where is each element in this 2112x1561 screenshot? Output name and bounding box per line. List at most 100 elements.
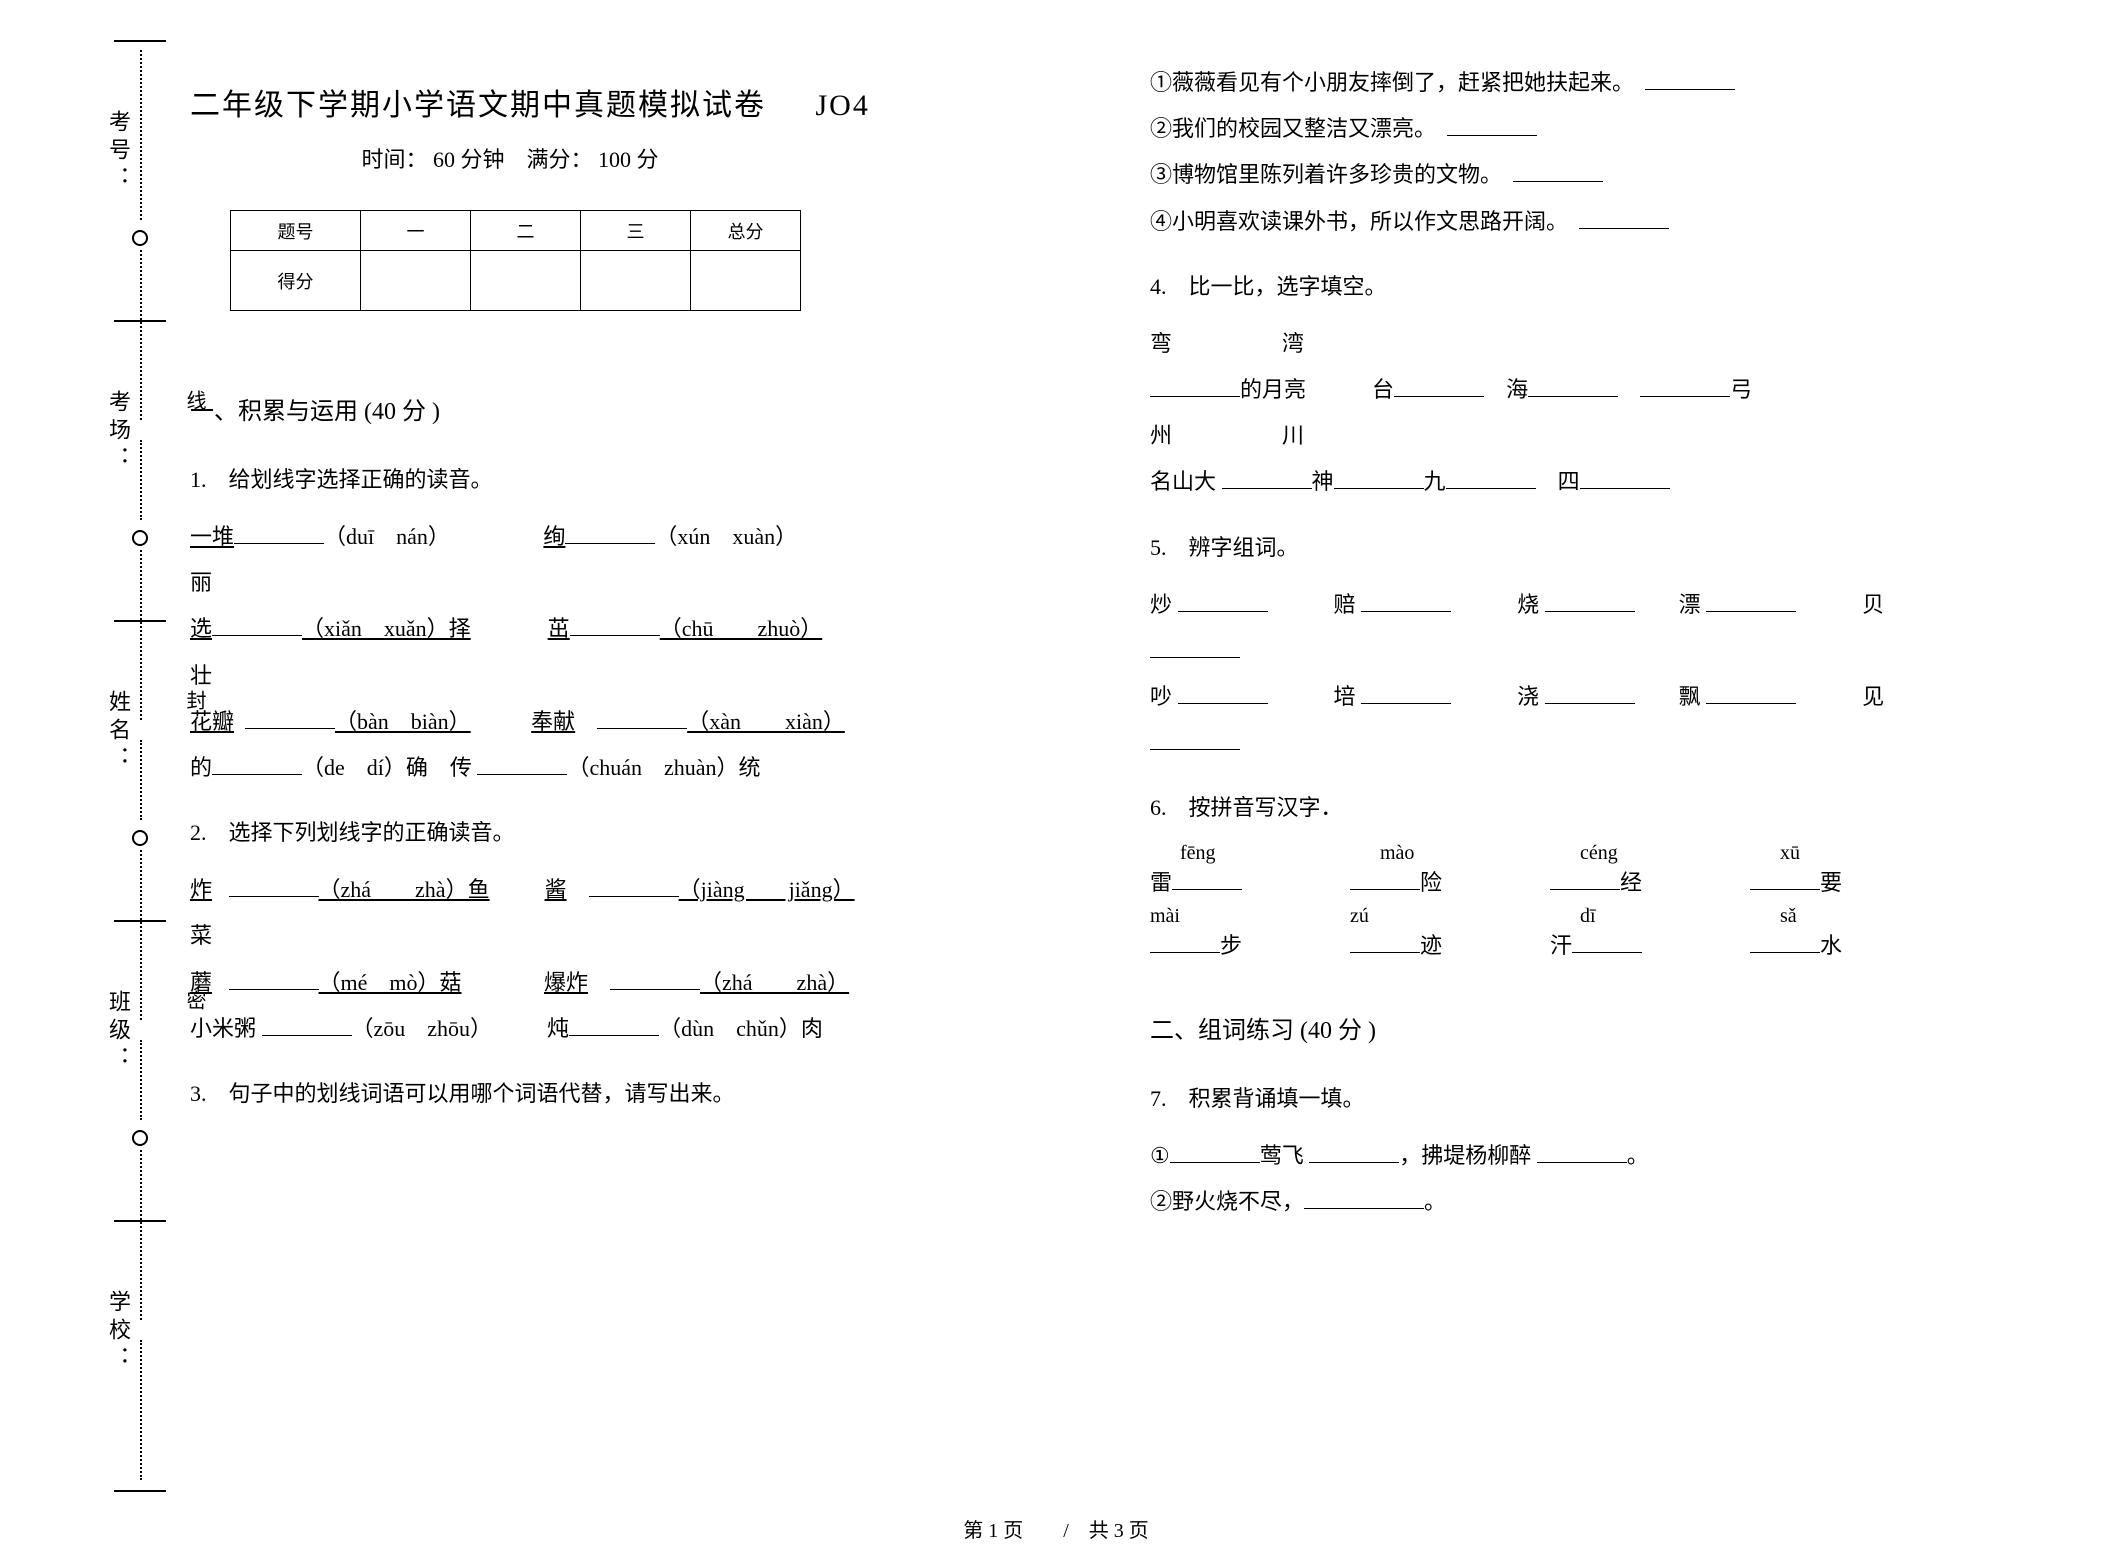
binding-label-class[interactable]: 班级： bbox=[102, 990, 134, 1074]
blank[interactable] bbox=[1304, 1187, 1424, 1209]
q4-line2: 名山大 神九 四 bbox=[1150, 459, 2050, 505]
blank[interactable] bbox=[1572, 931, 1642, 953]
blank[interactable] bbox=[1150, 931, 1220, 953]
q5-row1b bbox=[1150, 628, 2050, 674]
blank[interactable] bbox=[1334, 467, 1424, 489]
blank[interactable] bbox=[1513, 160, 1603, 182]
blank[interactable] bbox=[610, 968, 700, 990]
q7-s1: ①莺飞 ，拂堤杨柳醉 。 bbox=[1150, 1133, 2050, 1179]
q1-title: 1. 给划线字选择正确的读音。 bbox=[190, 462, 1090, 494]
blank[interactable] bbox=[262, 1014, 352, 1036]
th-3: 三 bbox=[581, 211, 691, 251]
blank[interactable] bbox=[229, 968, 319, 990]
blank[interactable] bbox=[1172, 868, 1242, 890]
blank[interactable] bbox=[234, 522, 324, 544]
blank[interactable] bbox=[1645, 68, 1735, 90]
score-cell[interactable] bbox=[581, 251, 691, 311]
q6-title: 6. 按拼音写汉字． bbox=[1150, 790, 2050, 822]
q2-line: 蘑 （mé mò）菇 爆炸 （zhá zhà） bbox=[190, 960, 1090, 1006]
blank[interactable] bbox=[1222, 467, 1312, 489]
q5-row1: 炒 赔 烧 漂 贝 bbox=[1150, 582, 2050, 628]
binding-label-school[interactable]: 学校： bbox=[102, 1290, 134, 1374]
blank[interactable] bbox=[1178, 682, 1268, 704]
score-cell[interactable] bbox=[691, 251, 801, 311]
blank[interactable] bbox=[1178, 590, 1268, 612]
q7-s2: ②野火烧不尽，。 bbox=[1150, 1179, 2050, 1225]
q4-pair2: 州 川 bbox=[1150, 413, 2050, 459]
q3-title: 3. 句子中的划线词语可以用哪个词语代替，请写出来。 bbox=[190, 1076, 1090, 1108]
exam-title: 二年级下学期小学语文期中真题模拟试卷 JO4 bbox=[190, 80, 1090, 124]
q1-line: 花瓣 （bàn biàn） 奉献 （xàn xiàn） bbox=[190, 699, 1090, 745]
blank[interactable] bbox=[1750, 868, 1820, 890]
blank[interactable] bbox=[1706, 682, 1796, 704]
blank[interactable] bbox=[1361, 682, 1451, 704]
q5-row2: 吵 培 浇 飘 见 bbox=[1150, 674, 2050, 720]
blank[interactable] bbox=[1579, 207, 1669, 229]
binding-label-room[interactable]: 考场： bbox=[102, 390, 134, 474]
score-cell[interactable] bbox=[361, 251, 471, 311]
blank[interactable] bbox=[570, 614, 660, 636]
binding-margin: 考号： 考场： 线 姓名： 封 班级： 密 学校： bbox=[50, 40, 160, 1500]
q3-s4: ④小明喜欢读课外书，所以作文思路开阔。 bbox=[1150, 199, 2050, 245]
blank[interactable] bbox=[1309, 1141, 1399, 1163]
blank[interactable] bbox=[1394, 375, 1484, 397]
section-1-title: 一、积累与运用 (40 分 ) bbox=[190, 391, 1090, 426]
q2-line: 炸 （zhá zhà）鱼 酱 （jiàng jiǎng）菜 bbox=[190, 867, 1090, 959]
blank[interactable] bbox=[1550, 868, 1620, 890]
score-cell[interactable] bbox=[471, 251, 581, 311]
blank[interactable] bbox=[1350, 931, 1420, 953]
blank[interactable] bbox=[1447, 114, 1537, 136]
blank[interactable] bbox=[1640, 375, 1730, 397]
q1-line: 一堆（duī nán） 绚（xún xuàn）丽 bbox=[190, 514, 1090, 606]
binding-label-examno[interactable]: 考号： bbox=[102, 110, 134, 194]
blank[interactable] bbox=[1361, 590, 1451, 612]
q6-h1: 雷 险 经 要 bbox=[1150, 865, 2050, 897]
q3-s3: ③博物馆里陈列着许多珍贵的文物。 bbox=[1150, 152, 2050, 198]
blank[interactable] bbox=[212, 753, 302, 775]
blank[interactable] bbox=[1750, 931, 1820, 953]
column-left: 二年级下学期小学语文期中真题模拟试卷 JO4 时间： 60 分钟 满分： 100… bbox=[190, 60, 1090, 1440]
blank[interactable] bbox=[1150, 728, 1240, 750]
th-1: 一 bbox=[361, 211, 471, 251]
th-num: 题号 bbox=[231, 211, 361, 251]
column-right: ①薇薇看见有个小朋友摔倒了，赶紧把她扶起来。 ②我们的校园又整洁又漂亮。 ③博物… bbox=[1150, 60, 2050, 1440]
binding-label-name[interactable]: 姓名： bbox=[102, 690, 134, 774]
blank[interactable] bbox=[1170, 1141, 1260, 1163]
page-footer: 第 1 页 / 共 3 页 bbox=[0, 1514, 2112, 1543]
q7-title: 7. 积累背诵填一填。 bbox=[1150, 1081, 2050, 1113]
q4-pair1: 弯 湾 bbox=[1150, 321, 2050, 367]
blank[interactable] bbox=[1350, 868, 1420, 890]
q2-line: 小米粥 （zōu zhōu） 炖（dùn chǔn）肉 bbox=[190, 1006, 1090, 1052]
blank[interactable] bbox=[229, 875, 319, 897]
q6-p1: fēngmàocéngxū bbox=[1150, 842, 2050, 865]
q5-title: 5. 辨字组词。 bbox=[1150, 530, 2050, 562]
blank[interactable] bbox=[1545, 682, 1635, 704]
blank[interactable] bbox=[1537, 1141, 1627, 1163]
row-label: 得分 bbox=[231, 251, 361, 311]
blank[interactable] bbox=[1150, 636, 1240, 658]
blank[interactable] bbox=[1446, 467, 1536, 489]
blank[interactable] bbox=[1528, 375, 1618, 397]
blank[interactable] bbox=[1150, 375, 1240, 397]
blank[interactable] bbox=[1706, 590, 1796, 612]
blank[interactable] bbox=[569, 1014, 659, 1036]
q1-line: 选（xiǎn xuǎn）择 茁（chū zhuò）壮 bbox=[190, 606, 1090, 698]
blank[interactable] bbox=[477, 753, 567, 775]
blank[interactable] bbox=[597, 707, 687, 729]
q4-line1: 的月亮 台 海 弓 bbox=[1150, 367, 2050, 413]
blank[interactable] bbox=[245, 707, 335, 729]
q1-line: 的（de dí）确 传 （chuán zhuàn）统 bbox=[190, 745, 1090, 791]
blank[interactable] bbox=[589, 875, 679, 897]
q5-row2b bbox=[1150, 720, 2050, 766]
section-2-title: 二、组词练习 (40 分 ) bbox=[1150, 1010, 2050, 1045]
exam-code: JO4 bbox=[816, 89, 870, 123]
q4-title: 4. 比一比，选字填空。 bbox=[1150, 269, 2050, 301]
blank[interactable] bbox=[1580, 467, 1670, 489]
blank[interactable] bbox=[212, 614, 302, 636]
exam-subtitle: 时间： 60 分钟 满分： 100 分 bbox=[190, 142, 830, 174]
blank[interactable] bbox=[1545, 590, 1635, 612]
q3-s1: ①薇薇看见有个小朋友摔倒了，赶紧把她扶起来。 bbox=[1150, 60, 2050, 106]
blank[interactable] bbox=[565, 522, 655, 544]
th-total: 总分 bbox=[691, 211, 801, 251]
th-2: 二 bbox=[471, 211, 581, 251]
